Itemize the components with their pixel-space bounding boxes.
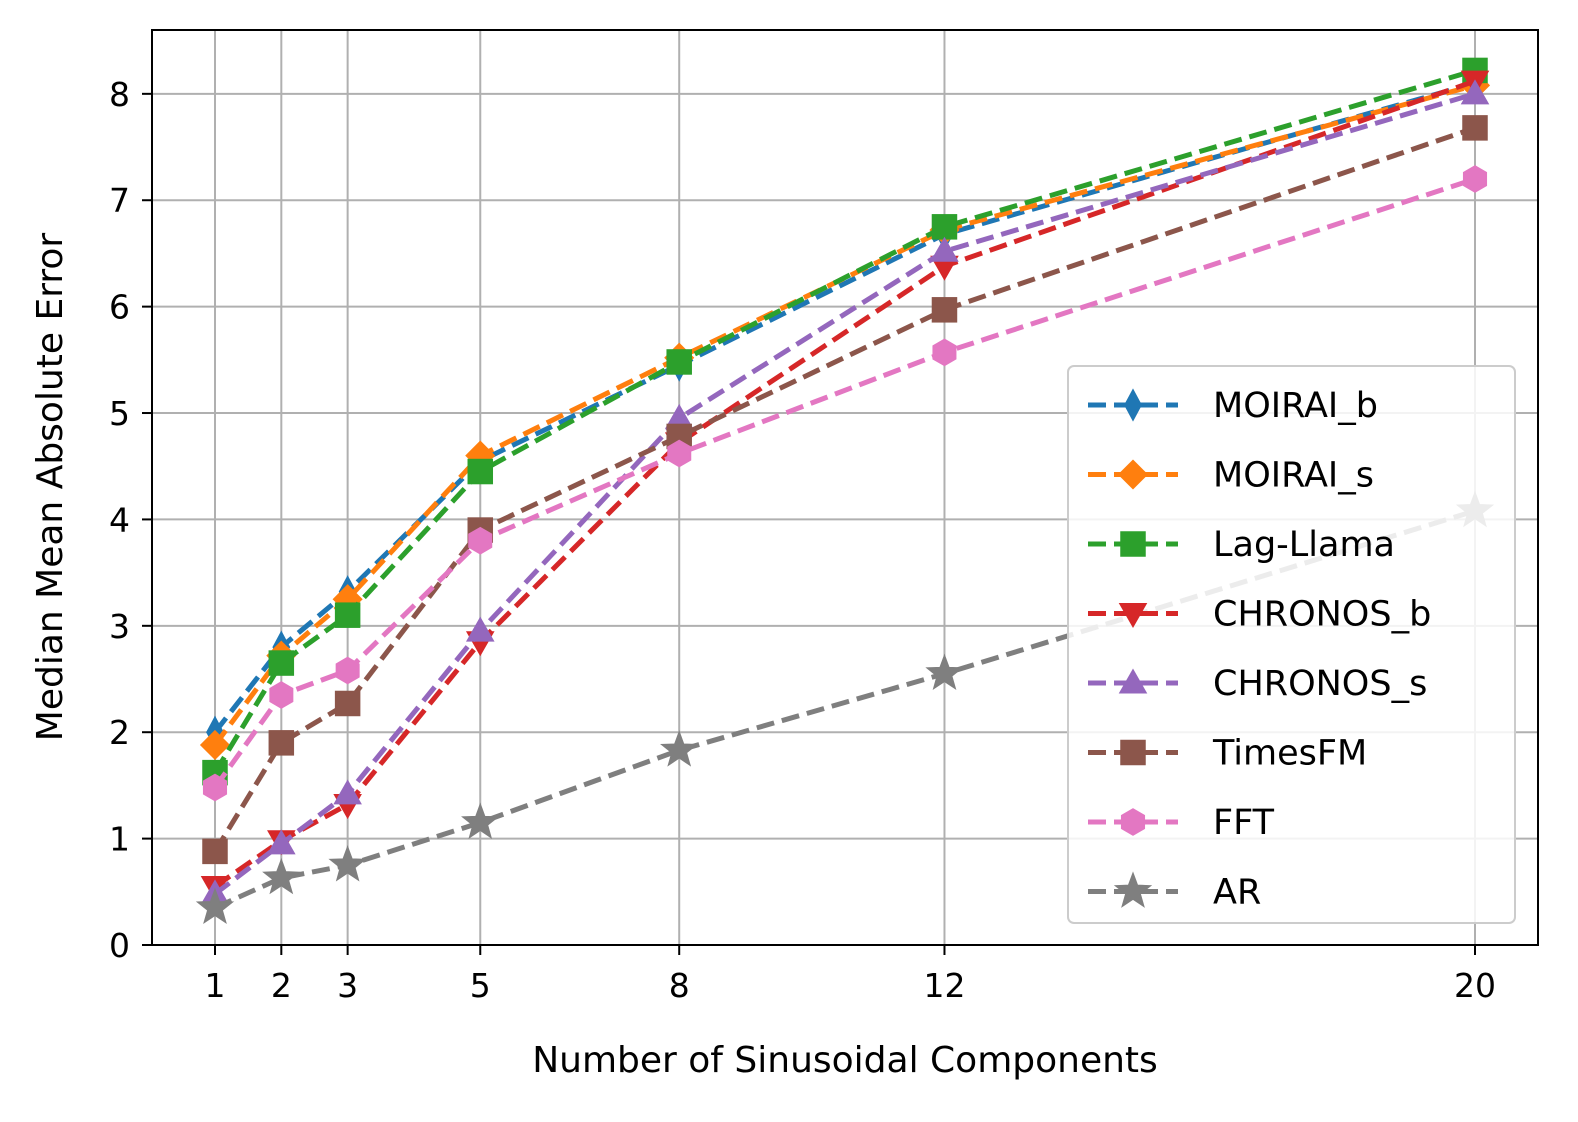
data-point (1462, 165, 1488, 193)
data-point (931, 297, 958, 323)
y-tick-label: 0 (109, 926, 130, 965)
x-tick-label: 20 (1454, 966, 1496, 1005)
legend-item: MOIRAI_s (1088, 456, 1374, 496)
data-point (262, 857, 301, 895)
data-point (1460, 79, 1490, 105)
data-point (202, 838, 228, 865)
legend-label: CHRONOS_s (1213, 664, 1427, 704)
plot-frame (151, 29, 1539, 946)
legend-marker (1120, 808, 1146, 836)
legend-marker (1118, 668, 1148, 694)
data-point (269, 681, 294, 709)
series-chronos-s (200, 79, 1490, 905)
data-point (195, 887, 235, 925)
x-tick-label: 3 (337, 966, 358, 1005)
data-point (667, 439, 692, 468)
data-point (932, 338, 957, 367)
legend-marker (1120, 531, 1146, 557)
x-tick-label: 12 (923, 966, 965, 1005)
data-point (666, 349, 692, 375)
y-tick-label: 8 (109, 75, 130, 114)
legend-item: Lag-Llama (1088, 525, 1395, 565)
series-fft (202, 165, 1488, 802)
legend-marker (1117, 459, 1149, 490)
y-tick-label: 7 (109, 181, 130, 220)
data-point (467, 458, 494, 485)
data-point (267, 829, 296, 855)
legend-item: MOIRAI_b (1088, 386, 1378, 426)
legend-label: CHRONOS_b (1213, 595, 1431, 635)
data-point (931, 214, 958, 240)
legend-marker (1124, 388, 1142, 422)
data-point (930, 236, 959, 262)
legend-label: Lag-Llama (1213, 525, 1395, 565)
legend-marker (1120, 739, 1146, 766)
y-tick-label: 4 (109, 500, 130, 539)
y-tick-label: 5 (109, 394, 130, 433)
x-tick-label: 1 (205, 966, 226, 1005)
y-tick-label: 3 (109, 607, 130, 646)
data-point (465, 616, 495, 642)
data-point (334, 690, 361, 717)
x-axis-label: Number of Sinusoidal Components (532, 1040, 1158, 1081)
legend-label: AR (1213, 873, 1261, 913)
data-point (268, 650, 295, 676)
data-point (468, 526, 493, 555)
data-point (660, 730, 699, 767)
legend-item: CHRONOS_s (1088, 664, 1427, 704)
y-axis-label: Median Mean Absolute Error (30, 233, 71, 742)
legend-label: MOIRAI_b (1213, 386, 1378, 426)
y-tick-label: 6 (109, 288, 130, 327)
legend-marker (1113, 871, 1153, 908)
data-point (199, 729, 231, 761)
x-tick-label: 5 (470, 966, 491, 1005)
y-tick-label: 2 (109, 713, 130, 752)
data-point (268, 730, 295, 756)
data-point (335, 656, 360, 685)
y-tick-label: 1 (109, 820, 130, 859)
data-point (461, 802, 500, 839)
data-point (1462, 115, 1488, 141)
legend-marker (1118, 603, 1148, 629)
data-point (334, 602, 361, 628)
legend-item: TimesFM (1088, 734, 1367, 774)
data-point (333, 779, 362, 805)
legend-item: FFT (1088, 803, 1275, 843)
legend-item: AR (1088, 871, 1261, 913)
x-tick-label: 2 (271, 966, 292, 1005)
data-point (925, 653, 964, 691)
legend-box (1067, 365, 1516, 924)
legend-label: MOIRAI_s (1213, 456, 1374, 496)
legend-label: TimesFM (1212, 734, 1367, 774)
legend: MOIRAI_b MOIRAI_s Lag-Llama CHRONOS_b CHRONO… (1067, 365, 1516, 924)
legend-label: FFT (1213, 803, 1275, 843)
data-point (202, 773, 228, 802)
legend-item: CHRONOS_b (1088, 595, 1431, 635)
data-point (328, 845, 367, 882)
x-tick-label: 8 (669, 966, 690, 1005)
